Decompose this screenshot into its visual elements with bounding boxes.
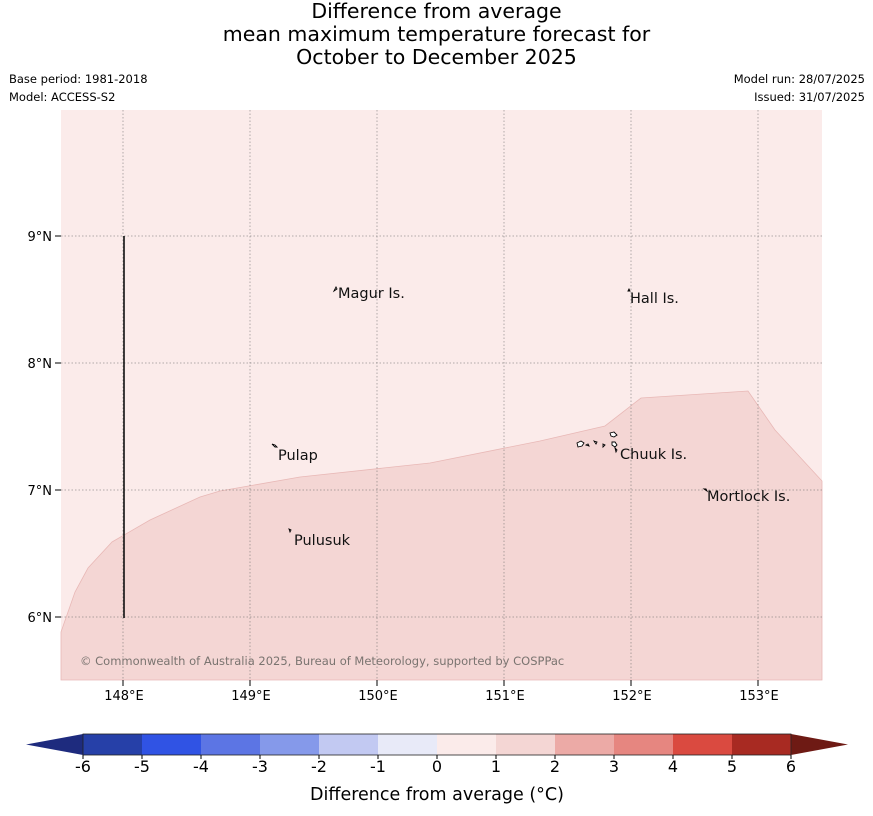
longitude-labels: 148°E 149°E 150°E 151°E 152°E 153°E [104, 689, 779, 704]
place-label-mortlock: Mortlock Is. [707, 489, 790, 505]
place-label-pulusuk: Pulusuk [294, 533, 351, 549]
title-line-2: mean maximum temperature forecast for [222, 22, 651, 46]
place-label-pulap: Pulap [278, 448, 318, 464]
colorbar-label: Difference from average (°C) [310, 785, 564, 805]
colorbar-segment [496, 734, 556, 755]
anomaly-band-1-2 [60, 390, 823, 681]
colorbar-tick-label: -4 [193, 757, 209, 776]
colorbar-tick-label: -3 [252, 757, 268, 776]
lon-label-153e: 153°E [739, 689, 779, 704]
islands [271, 285, 709, 534]
pulusuk-island-shape [288, 528, 292, 534]
colorbar-tick-label: -5 [134, 757, 150, 776]
colorbar-segment [555, 734, 615, 755]
colorbar-high-extend [791, 734, 848, 755]
title-line-3: October to December 2025 [296, 45, 577, 69]
place-labels: Magur Is. Hall Is. Pulap Chuuk Is. Mortl… [278, 286, 790, 549]
grid-lines [61, 110, 822, 680]
colorbar-tick-label: 4 [668, 757, 678, 776]
colorbar-segments [83, 734, 792, 755]
hall-island-shape [627, 287, 631, 292]
latitude-labels: 9°N 8°N 7°N 6°N [28, 230, 53, 626]
colorbar-segment [673, 734, 733, 755]
colorbar-tick-label: 6 [786, 757, 796, 776]
place-label-magur: Magur Is. [338, 286, 405, 302]
place-label-chuuk: Chuuk Is. [620, 447, 687, 463]
lon-label-150e: 150°E [358, 689, 398, 704]
map-title: Difference from average mean maximum tem… [0, 0, 873, 69]
pulap-island-shape [271, 443, 279, 448]
longitude-ticks [122, 680, 759, 686]
latitude-ticks [55, 235, 61, 618]
colorbar-tick-label: 5 [727, 757, 737, 776]
colorbar-segment [201, 734, 261, 755]
colorbar-low-extend [26, 734, 83, 755]
colorbar-segment [614, 734, 674, 755]
lat-label-9n: 9°N [28, 230, 53, 245]
lat-label-8n: 8°N [28, 357, 53, 372]
colorbar-tick-label: -6 [75, 757, 91, 776]
metadata-left: Base period: 1981-2018 Model: ACCESS-S2 [9, 70, 148, 106]
lon-label-152e: 152°E [612, 689, 652, 704]
lon-label-149e: 149°E [231, 689, 271, 704]
magur-island-shape [332, 285, 338, 293]
base-period: Base period: 1981-2018 [9, 72, 148, 86]
copyright-text: © Commonwealth of Australia 2025, Bureau… [80, 654, 564, 668]
mortlock-island-shape [702, 488, 709, 493]
model-run: Model run: 28/07/2025 [733, 72, 865, 86]
lon-label-151e: 151°E [485, 689, 525, 704]
colorbar-tick-label: -1 [370, 757, 386, 776]
colorbar-segment [378, 734, 438, 755]
colorbar: -6 -5 -4 -3 -2 -1 0 1 2 3 4 5 6 [26, 733, 848, 776]
place-label-hall: Hall Is. [630, 291, 679, 307]
colorbar-segment [437, 734, 497, 755]
metadata-right: Model run: 28/07/2025 Issued: 31/07/2025 [734, 70, 865, 106]
colorbar-segment [319, 734, 379, 755]
colorbar-tick-label: 2 [550, 757, 560, 776]
colorbar-tick-label: 1 [491, 757, 501, 776]
colorbar-tick-label: 0 [432, 757, 442, 776]
colorbar-ticks: -6 -5 -4 -3 -2 -1 0 1 2 3 4 5 6 [75, 755, 796, 776]
colorbar-segment [260, 734, 320, 755]
colorbar-tick-label: 3 [609, 757, 619, 776]
lat-label-6n: 6°N [28, 611, 53, 626]
colorbar-segment [142, 734, 202, 755]
model-name: Model: ACCESS-S2 [9, 90, 116, 104]
chuuk-lagoon-shape [576, 431, 618, 454]
title-line-1: Difference from average [311, 0, 562, 23]
lon-label-148e: 148°E [104, 689, 144, 704]
colorbar-segment [83, 734, 143, 755]
issued-date: Issued: 31/07/2025 [754, 90, 865, 104]
colorbar-segment [732, 734, 792, 755]
lat-label-7n: 7°N [28, 484, 53, 499]
colorbar-tick-label: -2 [311, 757, 327, 776]
